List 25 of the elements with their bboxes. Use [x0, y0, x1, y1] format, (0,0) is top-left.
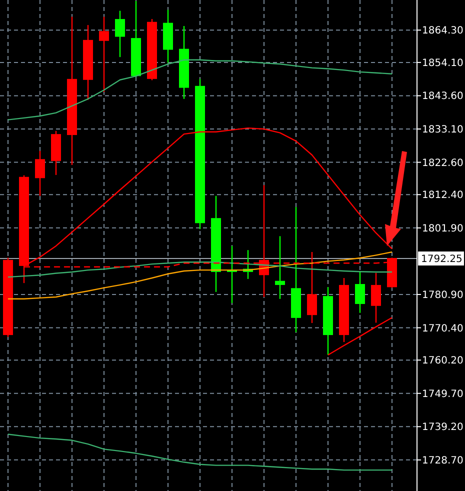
candlestick — [99, 16, 109, 93]
y-tick-label: 1728.70 — [422, 455, 464, 466]
y-tick-label: 1760.20 — [422, 356, 464, 367]
candlestick — [355, 271, 365, 314]
y-tick-label: 1822.60 — [422, 158, 464, 169]
candlestick — [115, 10, 125, 58]
y-tick-label: 1749.70 — [422, 388, 464, 400]
line-series — [7, 59, 393, 120]
ref-line-label: 1792.25 — [421, 254, 462, 265]
candlestick — [35, 150, 45, 196]
y-tick-label: 1801.90 — [422, 223, 464, 234]
line-series — [7, 434, 393, 471]
y-tick-label: 1780.90 — [422, 290, 464, 301]
y-tick-label: 1739.20 — [422, 422, 464, 434]
y-tick-label: 1833.10 — [422, 124, 464, 136]
y-tick-label: 1864.30 — [422, 26, 464, 37]
candlestick — [275, 236, 285, 300]
y-tick-label: 1770.40 — [422, 323, 464, 334]
line-series — [7, 251, 393, 300]
y-tick-label: 1854.10 — [422, 58, 464, 69]
y-tick-label: 1812.40 — [422, 190, 464, 202]
line-series — [327, 317, 393, 356]
candlestick — [371, 272, 381, 324]
y-tick-label: 1843.60 — [422, 91, 464, 102]
candlestick — [307, 251, 317, 324]
